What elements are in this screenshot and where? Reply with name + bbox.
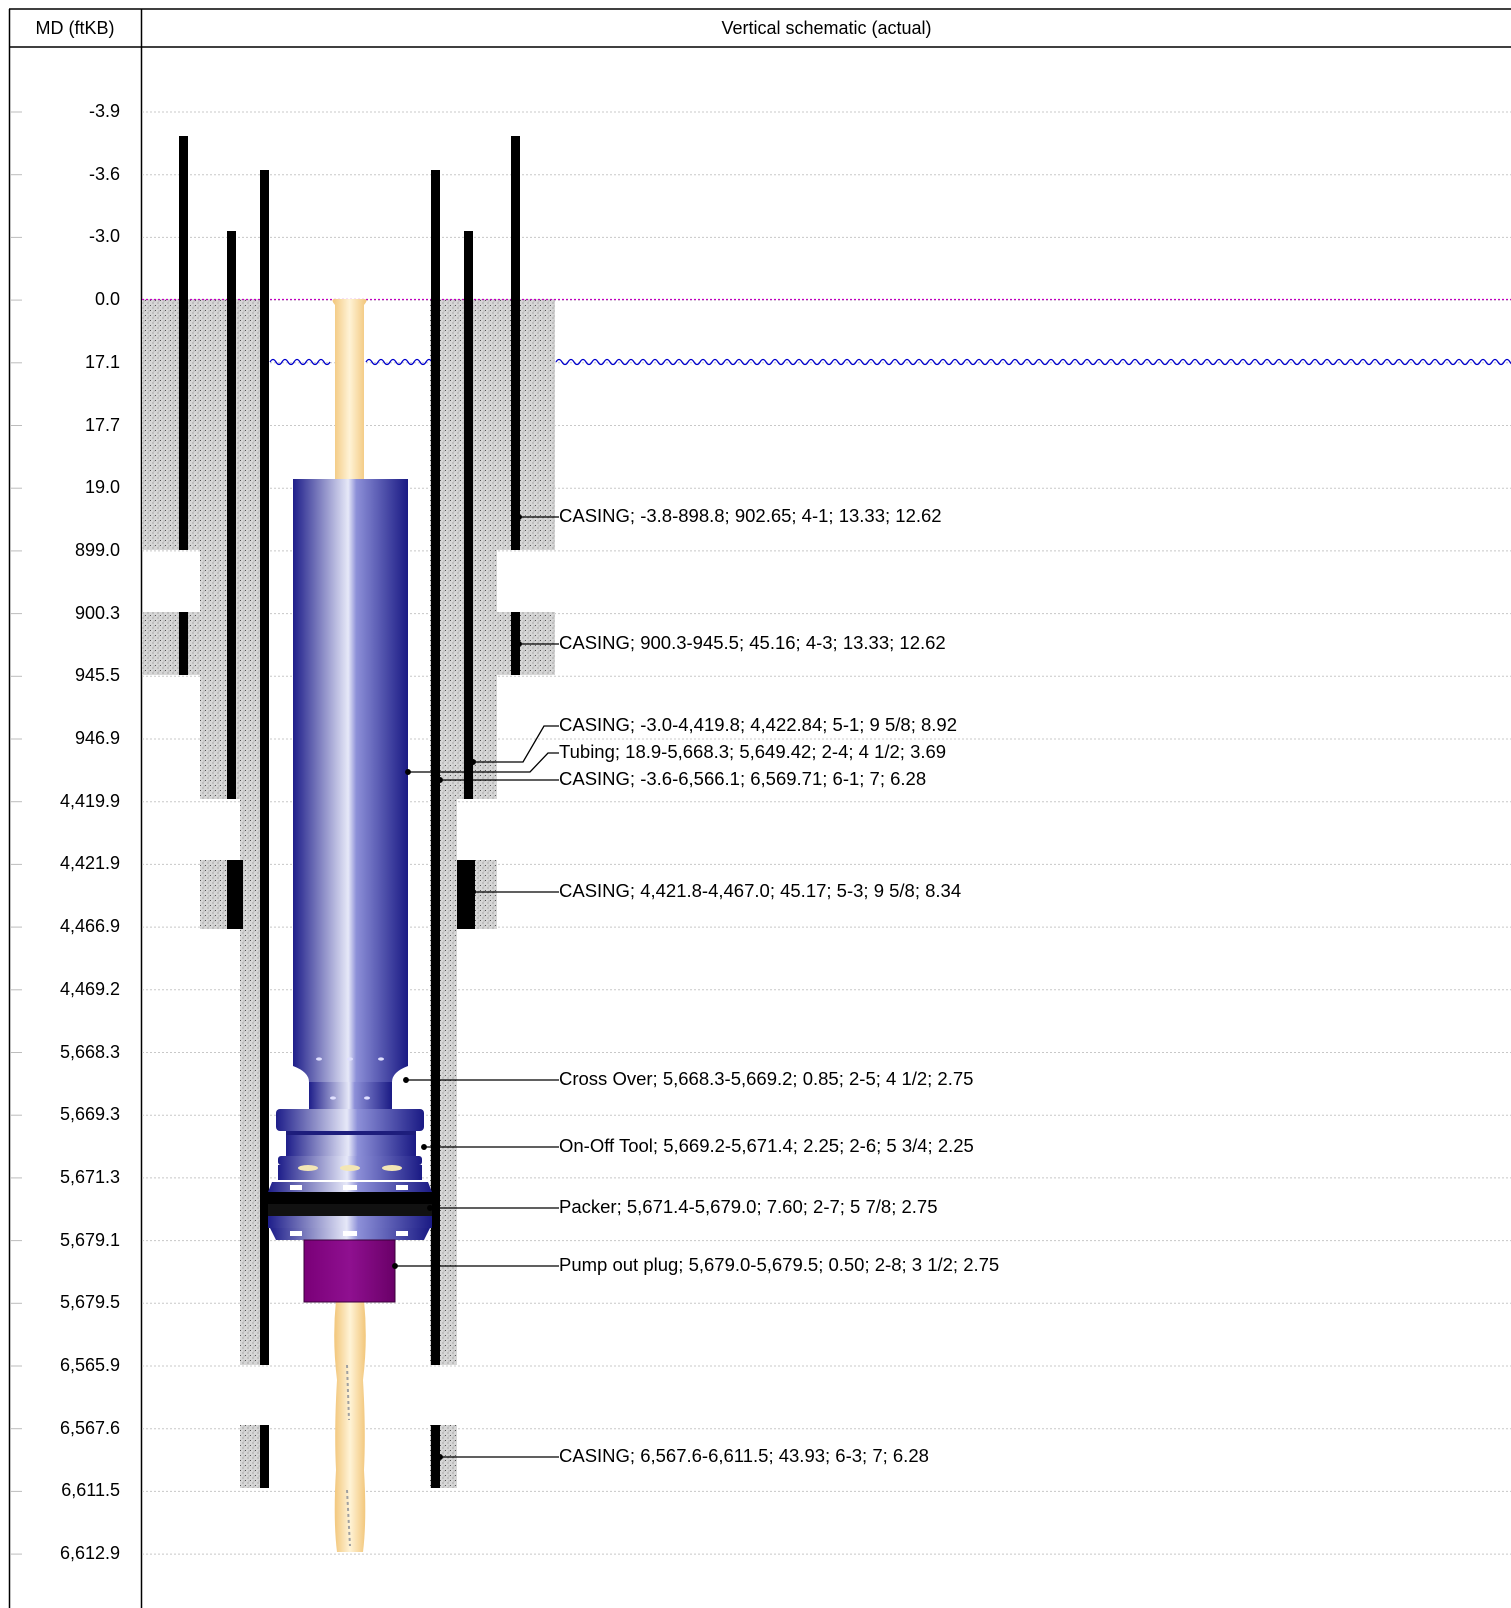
callout-casing-5-3: CASING; 4,421.8-4,467.0; 45.17; 5-3; 9 5… [559, 880, 962, 901]
callout-packer: Packer; 5,671.4-5,679.0; 7.60; 2-7; 5 7/… [559, 1196, 938, 1217]
depth-label: 945.5 [74, 665, 120, 686]
depth-label: 5,679.5 [59, 1292, 120, 1313]
casing-6-1-left [260, 170, 269, 1365]
depth-label: 19.0 [84, 477, 120, 498]
md-column-header: MD (ftKB) [35, 18, 115, 38]
casing-5-3-right [457, 860, 475, 929]
depth-label: -3.9 [88, 101, 120, 121]
casing-4-3-left [179, 612, 188, 675]
casing-6-3-right [431, 1425, 440, 1488]
depth-label: 17.7 [84, 414, 120, 435]
callout-casing-6-1: CASING; -3.6-6,566.1; 6,569.71; 6-1; 7; … [559, 768, 927, 789]
depth-label: 6,611.5 [61, 1480, 120, 1501]
depth-label: -3.6 [88, 163, 120, 184]
depth-label: 5,668.3 [59, 1041, 120, 1062]
production-string [332, 299, 367, 1552]
callout-casing-4-1: CASING; -3.8-898.8; 902.65; 4-1; 13.33; … [559, 505, 942, 526]
depth-label: 5,671.3 [59, 1166, 120, 1187]
casing-6-3-left [260, 1425, 269, 1488]
depth-label: 6,565.9 [59, 1355, 120, 1375]
casing-6-1-right [431, 170, 440, 1365]
on-off-tool [276, 1109, 424, 1180]
tubing-body [293, 479, 408, 1082]
depth-label: 4,469.2 [59, 978, 120, 999]
depth-label: 6,612.9 [59, 1543, 120, 1564]
depth-label: 946.9 [74, 728, 120, 748]
casing-4-1-right [511, 136, 520, 550]
callout-casing-5-1: CASING; -3.0-4,419.8; 4,422.84; 5-1; 9 5… [559, 714, 957, 735]
callout-casing-6-3: CASING; 6,567.6-6,611.5; 43.93; 6-3; 7; … [559, 1445, 929, 1466]
casing-strings [179, 136, 520, 1488]
depth-label: 5,669.3 [59, 1104, 120, 1125]
cross-over-sub [309, 1082, 392, 1109]
callout-casing-4-3: CASING; 900.3-945.5; 45.16; 4-3; 13.33; … [559, 632, 946, 653]
callout-leaders [392, 514, 559, 1460]
casing-5-3-left [227, 860, 243, 929]
depth-label: 5,679.1 [59, 1229, 120, 1250]
depth-label: 4,466.9 [59, 916, 120, 937]
depth-label: 17.1 [84, 351, 120, 372]
callout-pump-out-plug: Pump out plug; 5,679.0-5,679.5; 0.50; 2-… [559, 1254, 1000, 1275]
casing-4-3-right [511, 612, 520, 675]
water-level-line [269, 358, 1511, 366]
depth-label: 4,419.9 [59, 790, 120, 811]
pump-out-plug [303, 1239, 396, 1303]
depth-label: -3.0 [88, 226, 120, 247]
callout-tubing: Tubing; 18.9-5,668.3; 5,649.42; 2-4; 4 1… [559, 741, 947, 762]
depth-label: 0.0 [94, 289, 120, 310]
table-frame [8, 8, 1511, 1608]
casing-5-1-left [227, 231, 236, 799]
depth-label: 4,421.9 [59, 853, 120, 874]
schematic-column-header: Vertical schematic (actual) [721, 18, 932, 38]
depth-label: 900.3 [74, 602, 120, 623]
depth-label: 6,567.6 [59, 1417, 120, 1438]
packer [268, 1182, 432, 1240]
casing-4-1-left [179, 136, 188, 550]
callout-on-off-tool: On-Off Tool; 5,669.2-5,671.4; 2.25; 2-6;… [559, 1135, 974, 1156]
casing-5-1-right [464, 231, 473, 799]
depth-label: 899.0 [74, 539, 120, 560]
callout-cross-over: Cross Over; 5,668.3-5,669.2; 0.85; 2-5; … [559, 1068, 974, 1089]
